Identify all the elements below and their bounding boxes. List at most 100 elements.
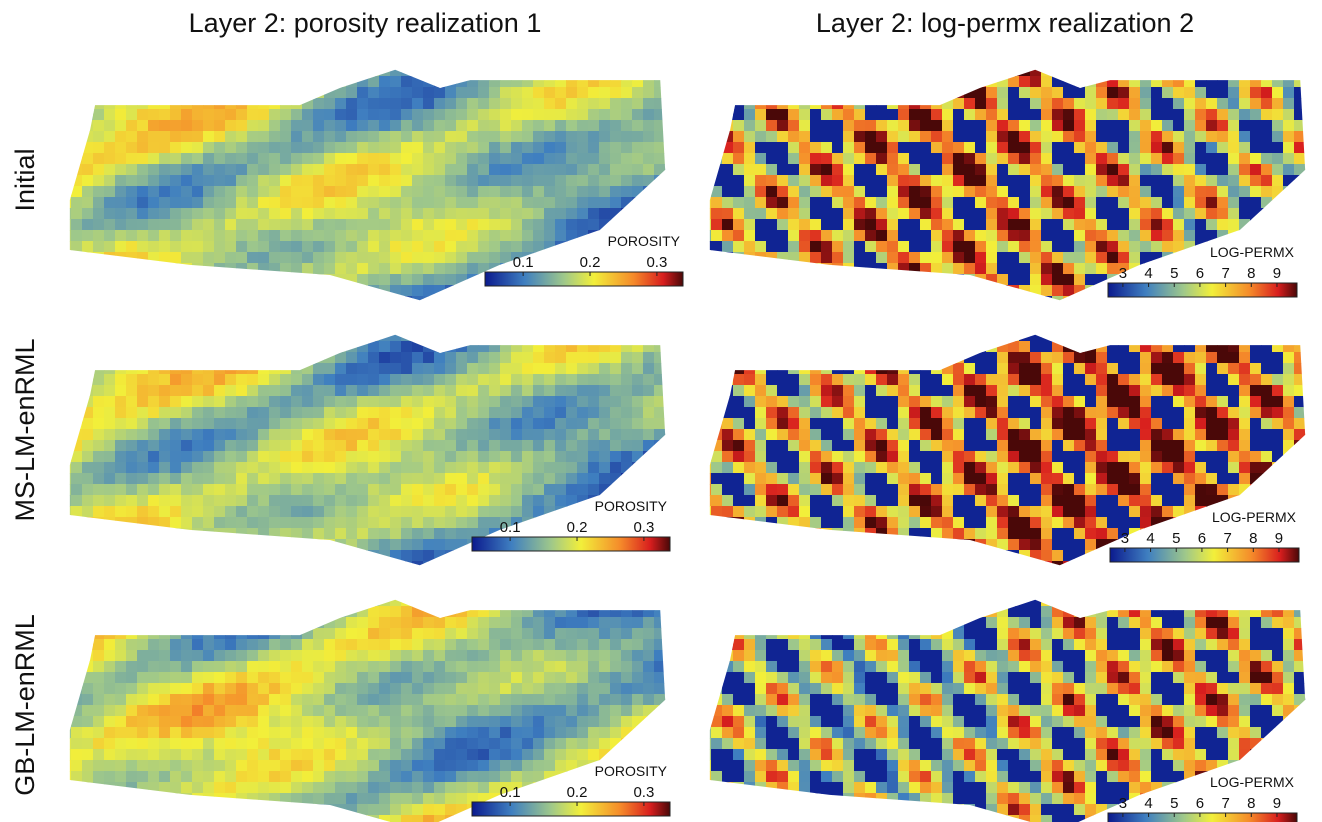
map-cell bbox=[843, 274, 855, 286]
map-cell bbox=[1096, 418, 1108, 430]
map-cell bbox=[1294, 363, 1306, 375]
map-cell bbox=[511, 230, 523, 242]
map-cell bbox=[456, 341, 468, 353]
map-cell bbox=[137, 429, 149, 441]
map-cell bbox=[1217, 131, 1229, 143]
map-cell bbox=[467, 352, 479, 364]
map-cell bbox=[60, 274, 72, 286]
map-cell bbox=[126, 330, 138, 342]
map-cell bbox=[522, 407, 534, 419]
map-cell bbox=[1074, 374, 1086, 386]
map-cell bbox=[843, 429, 855, 441]
map-cell bbox=[544, 451, 556, 463]
map-cell bbox=[766, 517, 778, 529]
map-cell bbox=[104, 385, 116, 397]
map-cell bbox=[401, 374, 413, 386]
map-cell bbox=[942, 131, 954, 143]
map-cell bbox=[104, 440, 116, 452]
map-cell bbox=[236, 550, 248, 562]
map-cell bbox=[280, 517, 292, 529]
map-cell bbox=[412, 484, 424, 496]
map-cell bbox=[203, 330, 215, 342]
map-cell bbox=[82, 484, 94, 496]
map-cell bbox=[986, 230, 998, 242]
map-cell bbox=[766, 120, 778, 132]
map-cell bbox=[379, 352, 391, 364]
map-cell bbox=[313, 219, 325, 231]
map-cell bbox=[489, 65, 501, 77]
map-cell bbox=[467, 87, 479, 99]
map-cell bbox=[588, 330, 600, 342]
map-cell bbox=[887, 341, 899, 353]
map-cell bbox=[599, 352, 611, 364]
map-cell bbox=[1272, 495, 1284, 507]
map-cell bbox=[214, 539, 226, 551]
map-cell bbox=[931, 418, 943, 430]
map-cell bbox=[1085, 561, 1097, 573]
map-cell bbox=[766, 109, 778, 121]
map-cell bbox=[1305, 363, 1317, 375]
map-cell bbox=[722, 98, 734, 110]
map-cell bbox=[1019, 396, 1031, 408]
map-cell bbox=[159, 230, 171, 242]
map-cell bbox=[898, 230, 910, 242]
map-cell bbox=[192, 263, 204, 275]
map-cell bbox=[467, 109, 479, 121]
map-cell bbox=[335, 407, 347, 419]
map-cell bbox=[401, 528, 413, 540]
map-cell bbox=[1272, 385, 1284, 397]
map-cell bbox=[799, 341, 811, 353]
map-cell bbox=[1030, 296, 1042, 308]
map-cell bbox=[975, 352, 987, 364]
map-cell bbox=[401, 396, 413, 408]
map-cell bbox=[137, 98, 149, 110]
map-cell bbox=[126, 429, 138, 441]
map-cell bbox=[887, 396, 899, 408]
map-cell bbox=[401, 197, 413, 209]
map-cell bbox=[137, 263, 149, 275]
map-cell bbox=[975, 65, 987, 77]
map-cell bbox=[865, 65, 877, 77]
map-cell bbox=[599, 142, 611, 154]
map-cell bbox=[566, 164, 578, 176]
map-cell bbox=[203, 385, 215, 397]
map-cell bbox=[1107, 385, 1119, 397]
map-cell bbox=[357, 341, 369, 353]
map-cell bbox=[1140, 429, 1152, 441]
map-cell bbox=[920, 197, 932, 209]
map-cell bbox=[1294, 120, 1306, 132]
map-cell bbox=[1019, 407, 1031, 419]
map-cell bbox=[423, 385, 435, 397]
map-cell bbox=[1294, 219, 1306, 231]
map-cell bbox=[368, 219, 380, 231]
map-cell bbox=[1019, 131, 1031, 143]
map-cell bbox=[489, 407, 501, 419]
map-cell bbox=[942, 175, 954, 187]
map-cell bbox=[225, 208, 237, 220]
map-cell bbox=[258, 418, 270, 430]
map-cell bbox=[577, 440, 589, 452]
map-cell bbox=[423, 407, 435, 419]
map-cell bbox=[82, 65, 94, 77]
map-cell bbox=[269, 363, 281, 375]
map-cell bbox=[126, 65, 138, 77]
map-cell bbox=[203, 76, 215, 88]
map-cell bbox=[1173, 330, 1185, 342]
map-cell bbox=[434, 506, 446, 518]
map-cell bbox=[104, 363, 116, 375]
map-cell bbox=[412, 131, 424, 143]
map-cell bbox=[810, 539, 822, 551]
map-cell bbox=[566, 561, 578, 573]
map-cell bbox=[137, 241, 149, 253]
map-cell bbox=[1250, 352, 1262, 364]
map-cell bbox=[346, 175, 358, 187]
map-cell bbox=[302, 65, 314, 77]
map-cell bbox=[744, 561, 756, 573]
map-cell bbox=[931, 561, 943, 573]
map-cell bbox=[324, 517, 336, 529]
map-cell bbox=[821, 539, 833, 551]
map-cell bbox=[478, 341, 490, 353]
map-cell bbox=[1096, 385, 1108, 397]
map-cell bbox=[192, 484, 204, 496]
map-cell bbox=[346, 197, 358, 209]
